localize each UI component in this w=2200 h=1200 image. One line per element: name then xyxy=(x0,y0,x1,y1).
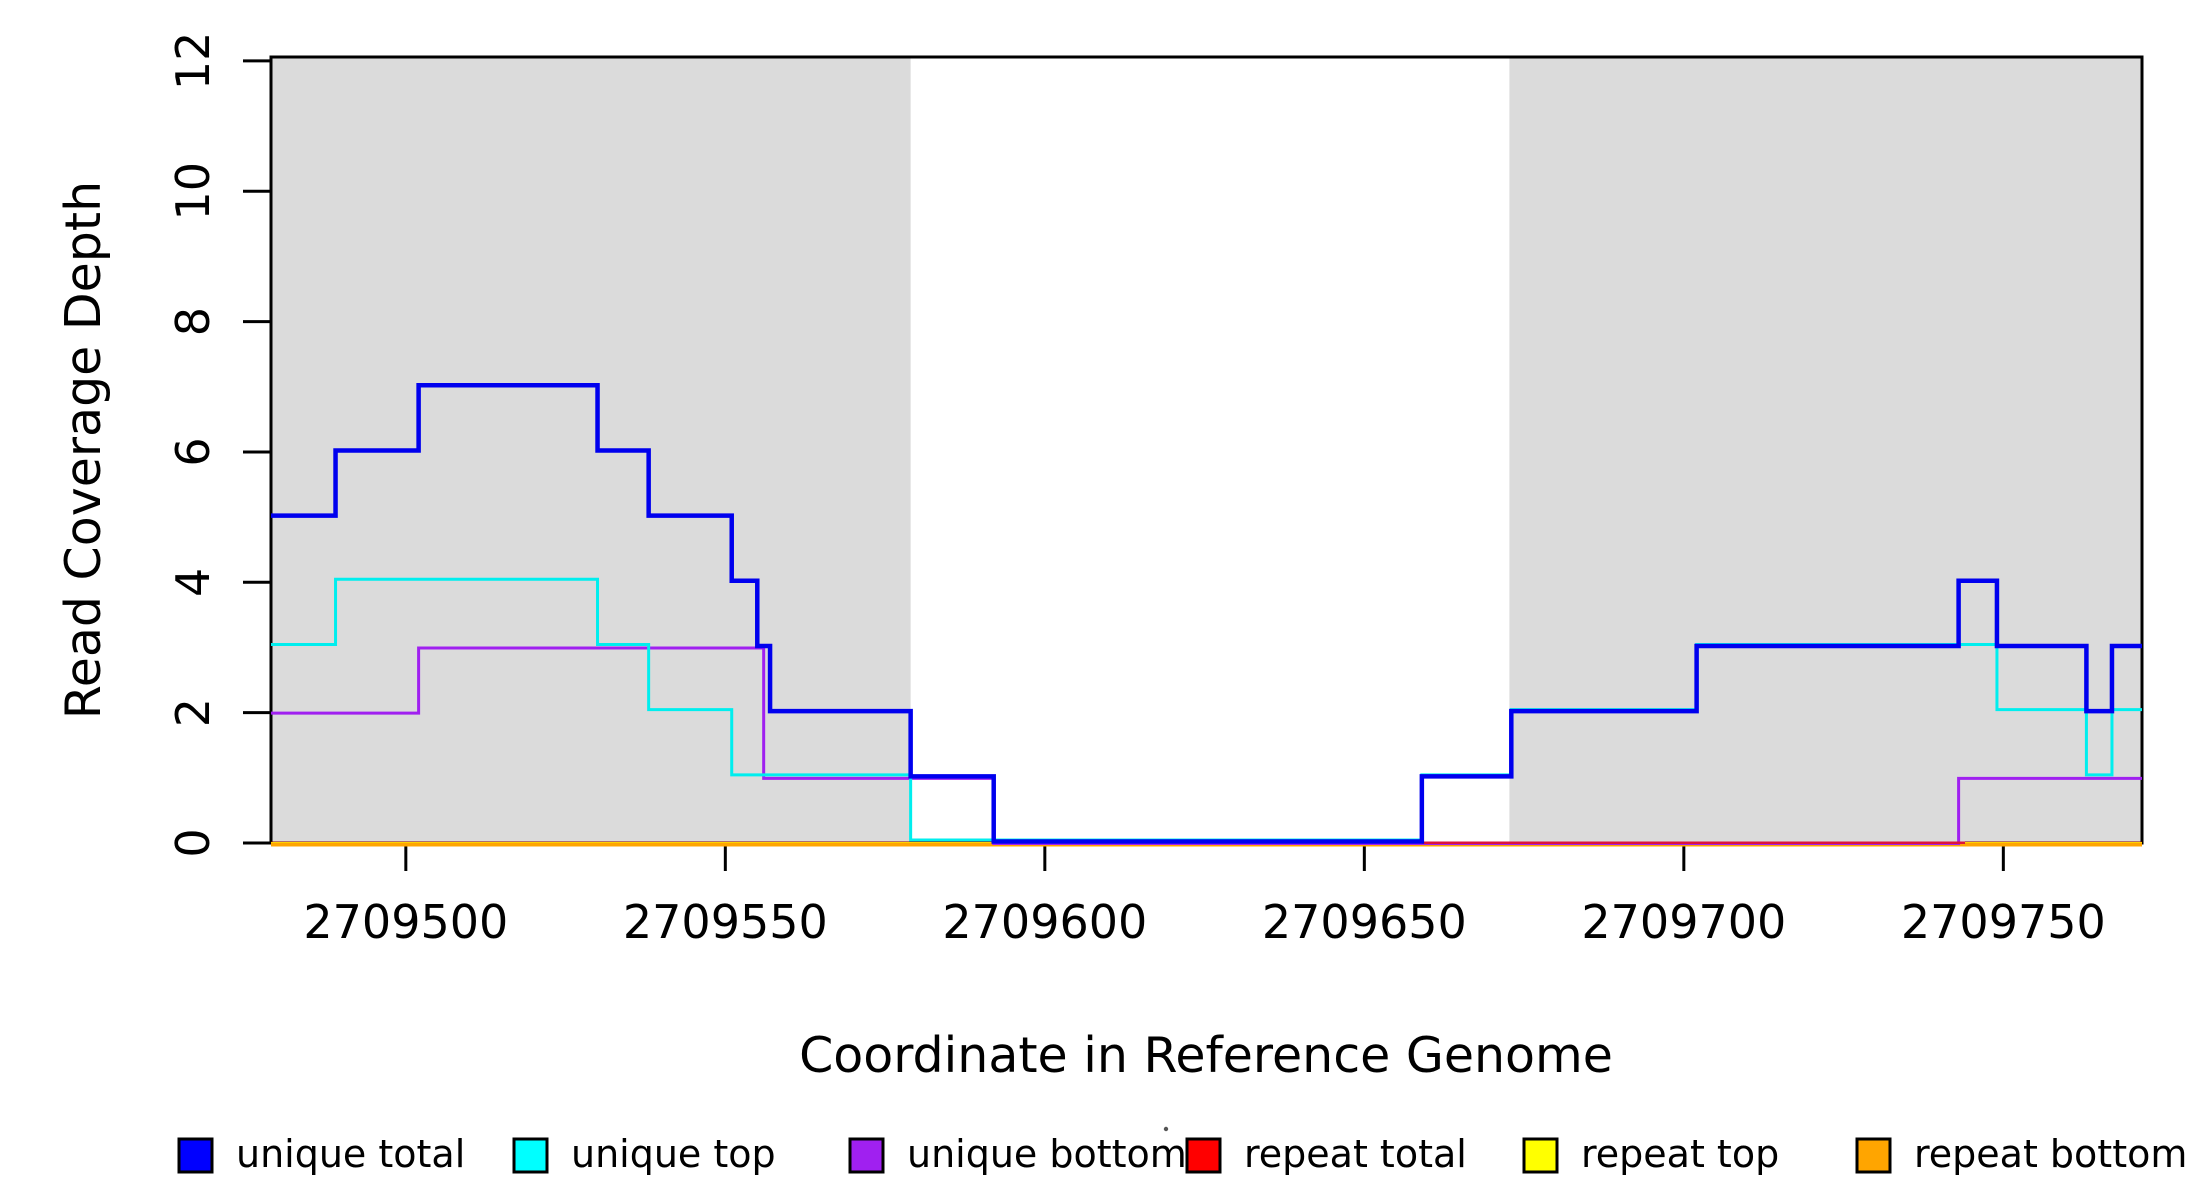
legend-swatch xyxy=(1185,1137,1222,1174)
series-lines-layer xyxy=(271,383,2142,847)
y-tick-label: 10 xyxy=(166,162,220,221)
legend-item: unique total xyxy=(177,1132,465,1176)
x-tick-label: 2709550 xyxy=(623,895,828,949)
y-tick-label: 12 xyxy=(166,32,220,91)
axis-ticks-layer: 2709500 2709550 2709600 2709650 2709700 27097… xyxy=(166,32,2106,949)
y-tick-label: 6 xyxy=(166,437,220,466)
x-tick-label: 2709500 xyxy=(303,895,508,949)
y-tick-label: 0 xyxy=(166,828,220,857)
legend-swatch xyxy=(1855,1137,1892,1174)
series-line-unique-bottom xyxy=(271,646,2142,845)
x-tick-label: 2709600 xyxy=(942,895,1147,949)
legend-label: unique top xyxy=(571,1132,776,1176)
y-tick-label: 2 xyxy=(166,698,220,727)
x-tick-label: 2709750 xyxy=(1901,895,2106,949)
y-tick-label: 8 xyxy=(166,307,220,336)
y-tick-label: 4 xyxy=(166,568,220,597)
legend-item: repeat total xyxy=(1185,1132,1467,1176)
legend-label: repeat bottom xyxy=(1914,1132,2187,1176)
x-tick-label: 2709700 xyxy=(1581,895,1786,949)
legend-label: unique total xyxy=(236,1132,465,1176)
legend-item: unique top xyxy=(512,1132,776,1176)
legend-swatch xyxy=(512,1137,549,1174)
legend-swatch xyxy=(177,1137,214,1174)
legend-item: unique bottom xyxy=(848,1132,1187,1176)
legend-swatch xyxy=(1522,1137,1559,1174)
x-tick-label: 2709650 xyxy=(1262,895,1467,949)
shaded-regions-layer xyxy=(271,57,2142,843)
x-axis-title: Coordinate in Reference Genome xyxy=(799,1027,1613,1084)
legend-label: repeat total xyxy=(1244,1132,1467,1176)
legend-item: repeat bottom xyxy=(1855,1132,2187,1176)
series-line-unique-total xyxy=(271,383,2142,844)
legend-label: repeat top xyxy=(1581,1132,1779,1176)
shaded-region xyxy=(1509,57,2142,843)
stray-dot-artifact xyxy=(1163,1126,1169,1132)
y-axis-title: Read Coverage Depth xyxy=(55,181,112,719)
legend-swatch xyxy=(848,1137,885,1174)
legend-label: unique bottom xyxy=(907,1132,1187,1176)
legend: unique total unique top unique bottom repea… xyxy=(177,1132,2187,1176)
legend-item: repeat top xyxy=(1522,1132,1779,1176)
